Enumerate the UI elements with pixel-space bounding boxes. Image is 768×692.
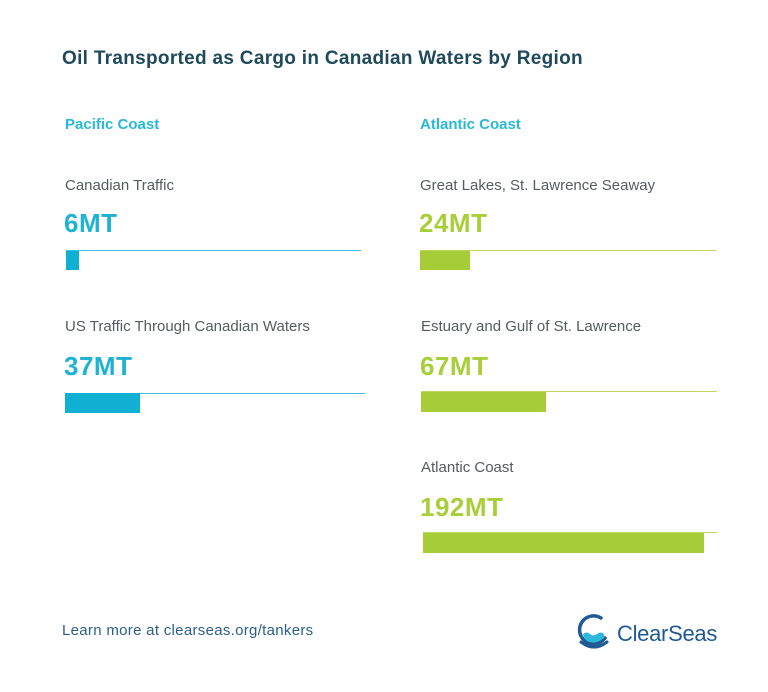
bar-track [66,250,361,251]
bar-track [421,391,717,392]
bar-value: 6MT [64,208,118,238]
chart-title: Oil Transported as Cargo in Canadian Wat… [62,48,583,69]
bar-fill [65,393,140,413]
bar-value: 37MT [64,351,133,381]
logo-text: ClearSeas [617,620,718,646]
bar-value: 24MT [419,208,488,238]
bar-label: Canadian Traffic [65,177,174,194]
wave-circle-icon [575,612,613,655]
bar-track [423,532,717,533]
bar-label: Atlantic Coast [421,459,514,476]
bar-label: US Traffic Through Canadian Waters [65,318,310,335]
clearseas-logo: ClearSeas [575,612,717,655]
region-heading-pacific: Pacific Coast [65,116,160,133]
bar-fill [423,533,704,553]
bar-fill [66,251,79,270]
bar-label: Great Lakes, St. Lawrence Seaway [420,177,656,194]
bar-track [65,393,365,394]
bar-value: 192MT [420,492,504,522]
region-heading-atlantic: Atlantic Coast [420,116,521,133]
bar-value: 67MT [420,351,489,381]
bar-fill [420,251,470,270]
bar-fill [421,392,546,412]
bar-track [420,250,716,251]
learn-more-link[interactable]: Learn more at clearseas.org/tankers [62,622,314,639]
bar-label: Estuary and Gulf of St. Lawrence [421,318,642,335]
